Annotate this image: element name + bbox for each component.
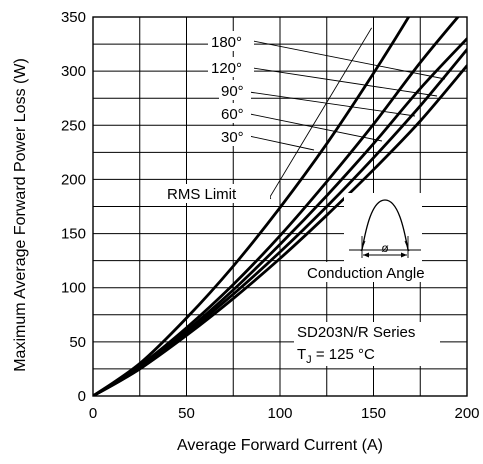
- x-axis-label: Average Forward Current (A): [177, 437, 383, 454]
- y-tick-label: 150: [61, 226, 86, 243]
- y-tick-label: 250: [61, 117, 86, 134]
- y-tick-label: 200: [61, 171, 86, 188]
- x-tick-label: 0: [89, 405, 97, 422]
- tick-labels: 0 50 100 150 200 0 50 100 150 200 250 300 350: [61, 9, 480, 422]
- curve-90-deg: [93, 37, 467, 396]
- leader-90: [248, 91, 416, 117]
- rms-limit-label: RMS Limit: [167, 186, 237, 203]
- label-120: 120°: [211, 60, 242, 77]
- inset-hatch-left: [360, 240, 366, 252]
- y-tick-label: 100: [61, 280, 86, 297]
- leader-60: [249, 113, 383, 142]
- inset-arrow-head-right: [401, 252, 407, 258]
- junction-temp: TJ = 125 °C: [297, 346, 375, 366]
- conduction-angle-inset: ø: [344, 193, 422, 263]
- x-tick-label: 200: [454, 405, 479, 422]
- inset-hatch-right: [404, 240, 410, 252]
- angle-labels: 180° 120° 90° 60° 30°: [208, 31, 254, 146]
- junction-temp-value: = 125 °C: [312, 346, 375, 363]
- plot-frame: [92, 16, 468, 397]
- rms-limit-line: [268, 27, 373, 200]
- label-60: 60°: [221, 106, 244, 123]
- label-180: 180°: [211, 34, 242, 51]
- y-axis-label: Maximum Average Forward Power Loss (W): [12, 58, 29, 372]
- y-tick-label: 300: [61, 63, 86, 80]
- x-tick-label: 50: [178, 405, 195, 422]
- label-30: 30°: [221, 129, 244, 146]
- conduction-angle-label: Conduction Angle: [307, 265, 425, 282]
- inset-phi-symbol: ø: [381, 241, 389, 255]
- leader-30: [248, 135, 315, 151]
- series-title: SD203N/R Series: [297, 324, 415, 341]
- leader-lines: [248, 40, 446, 151]
- leader-120: [252, 67, 438, 97]
- y-tick-label: 350: [61, 9, 86, 26]
- junction-temp-subscript: J: [306, 354, 312, 366]
- x-tick-label: 150: [361, 405, 386, 422]
- inset-arrow-head-left: [363, 252, 369, 258]
- y-tick-label: 50: [69, 334, 86, 351]
- junction-temp-symbol: T: [297, 346, 306, 363]
- leader-180: [252, 40, 446, 80]
- curve-60-deg: [93, 17, 460, 396]
- label-90: 90°: [221, 83, 244, 100]
- x-tick-label: 100: [267, 405, 292, 422]
- curves: [93, 17, 467, 396]
- inset-sine-hump: [361, 199, 409, 251]
- curve-30-deg: [93, 17, 411, 396]
- y-tick-label: 0: [78, 388, 86, 405]
